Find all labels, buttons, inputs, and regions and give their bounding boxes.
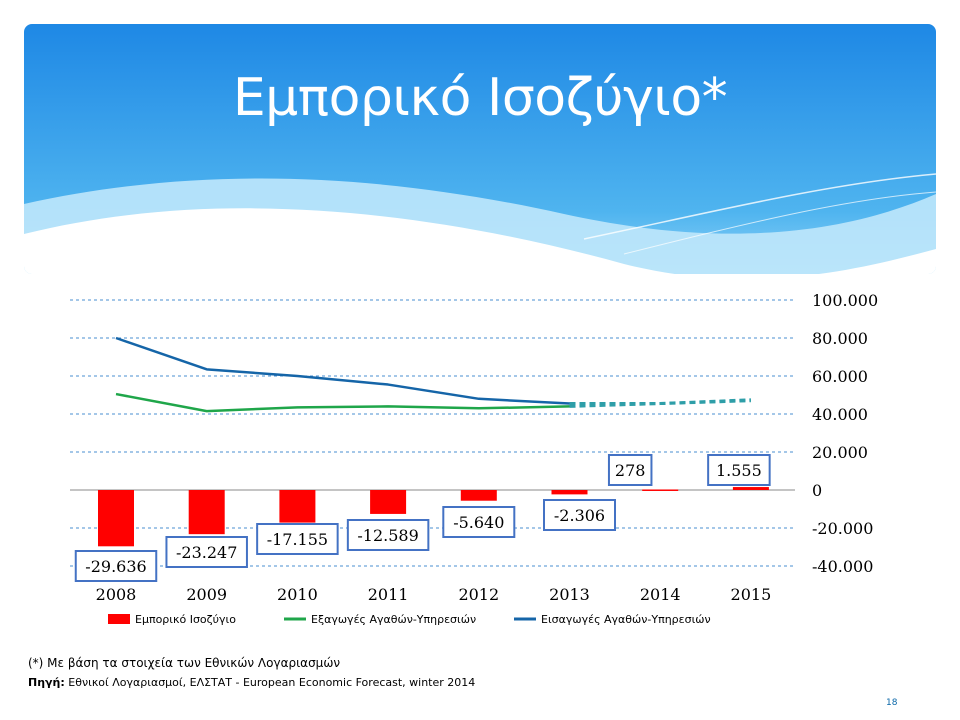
- x-tick-label: 2012: [458, 585, 499, 604]
- y-tick-label: 80.000: [812, 329, 868, 348]
- x-tick-label: 2013: [549, 585, 590, 604]
- y-tick-label: 0: [812, 481, 822, 500]
- y-tick-label: -20.000: [812, 519, 873, 538]
- data-label-box: [346, 519, 430, 551]
- x-tick-label: 2011: [368, 585, 409, 604]
- banner-wave-graphic: [24, 24, 936, 274]
- x-tick-label: 2014: [640, 585, 681, 604]
- bar: [188, 490, 225, 535]
- bar: [98, 490, 134, 547]
- bar: [370, 490, 407, 514]
- bar-series: [98, 487, 769, 547]
- footnote: (*) Με βάση τα στοιχεία των Εθνικών Λογα…: [28, 656, 341, 670]
- data-label: -12.589: [357, 526, 418, 545]
- data-label: 278: [615, 461, 646, 480]
- y-axis-ticks: 100.000 80.000 60.000 40.000 20.000 0 -20.000 -…: [812, 291, 878, 576]
- header-banner: [24, 24, 936, 274]
- bar: [279, 490, 316, 523]
- source-text: Εθνικοί Λογαριασμοί, ΕΛΣΤΑΤ - European E…: [68, 676, 476, 689]
- x-tick-label: 2015: [731, 585, 772, 604]
- x-tick-label: 2010: [277, 585, 318, 604]
- data-label-box: [165, 536, 248, 568]
- line-series: [115, 336, 751, 413]
- bar: [642, 489, 679, 491]
- source-line: Πηγή: Εθνικοί Λογαριασμοί, ΕΛΣΤΑΤ - Euro…: [28, 676, 475, 689]
- legend-swatch: [108, 614, 130, 624]
- data-label-box: [74, 550, 158, 582]
- data-label: -17.155: [267, 530, 328, 549]
- chart-legend: Εμπορικό Ισοζύγιο Εξαγωγές Αγαθών-Υπηρεσι…: [108, 613, 711, 626]
- slide-title: Εμπορικό Ισοζύγιο*: [232, 68, 728, 128]
- data-label: -29.636: [85, 557, 146, 576]
- data-label: 1.555: [716, 461, 762, 480]
- trade-balance-chart: -29.636 -23.247 -17.155 -12.589 -5.640 -2.306…: [70, 291, 878, 626]
- y-tick-label: 20.000: [812, 443, 868, 462]
- page-number: 18: [886, 698, 898, 708]
- data-label-box: [442, 506, 516, 538]
- y-tick-label: 40.000: [812, 405, 868, 424]
- imports-line: [115, 336, 570, 405]
- data-label: -5.640: [453, 513, 504, 532]
- data-label-box: [607, 454, 653, 486]
- data-labels: -29.636 -23.247 -17.155 -12.589 -5.640 -2.306…: [74, 454, 771, 582]
- legend-label: Εξαγωγές Αγαθών-Υπηρεσιών: [311, 613, 476, 626]
- x-tick-label: 2009: [186, 585, 227, 604]
- data-label-box: [256, 523, 339, 555]
- data-label: -2.306: [554, 506, 605, 525]
- legend-label: Εισαγωγές Αγαθών-Υπηρεσιών: [541, 613, 711, 626]
- bar: [732, 487, 769, 490]
- imports-line-forecast: [569, 398, 751, 406]
- data-label-box: [707, 454, 771, 486]
- x-axis-ticks: 2008 2009 2010 2011 2012 2013 2014 2015: [96, 585, 772, 604]
- data-label: -23.247: [176, 543, 237, 562]
- y-tick-label: 100.000: [812, 291, 878, 310]
- data-label-box: [543, 499, 616, 531]
- legend-label: Εμπορικό Ισοζύγιο: [135, 613, 236, 626]
- source-label: Πηγή:: [28, 676, 65, 689]
- bar: [551, 490, 588, 495]
- y-tick-label: -40.000: [812, 557, 873, 576]
- chart-gridlines: [70, 299, 795, 567]
- exports-line: [115, 392, 570, 413]
- bar: [460, 490, 497, 501]
- y-tick-label: 60.000: [812, 367, 868, 386]
- x-tick-label: 2008: [96, 585, 137, 604]
